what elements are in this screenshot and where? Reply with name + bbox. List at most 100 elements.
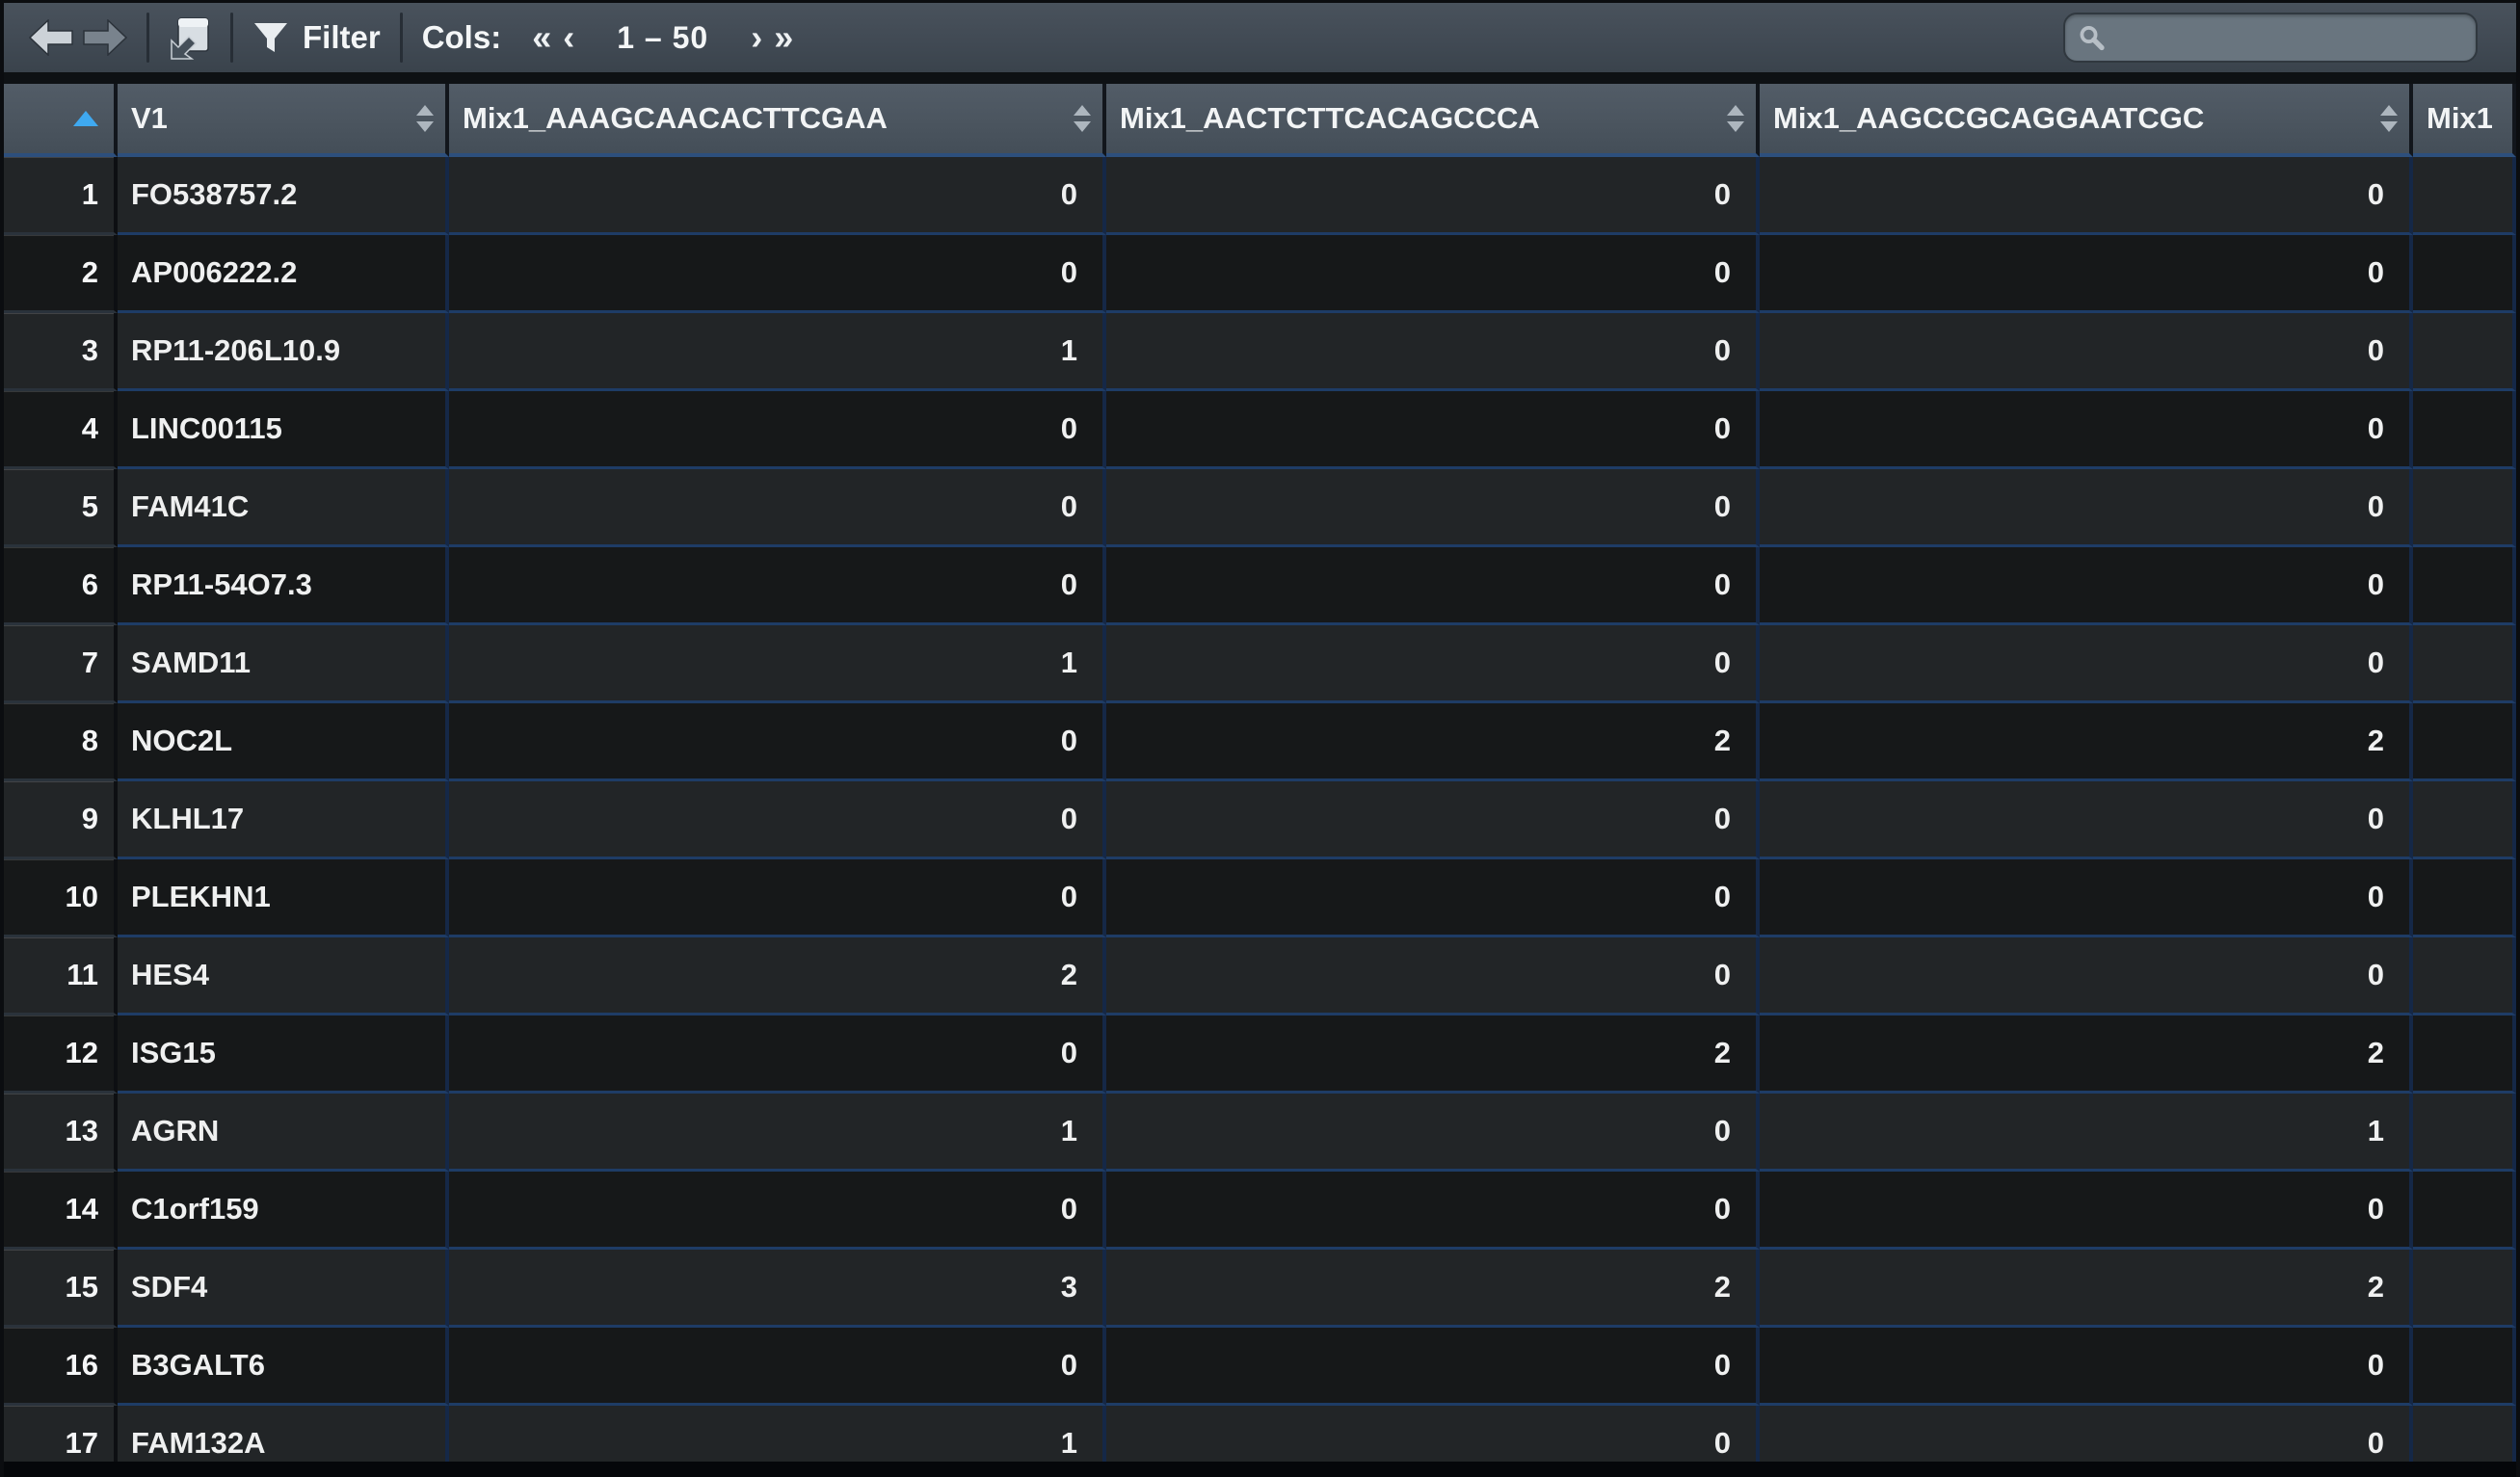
search-icon	[2080, 26, 2105, 51]
value-cell-truncated	[2413, 547, 2516, 625]
value-cell: 0	[1106, 469, 1760, 547]
gene-name-cell: PLEKHN1	[118, 859, 449, 937]
row-number: 10	[4, 859, 118, 937]
gene-name-cell: KLHL17	[118, 781, 449, 859]
toolbar-separator	[230, 13, 233, 63]
value-cell: 0	[1760, 235, 2413, 313]
filter-label: Filter	[303, 19, 381, 55]
column-pagination: Cols: « ‹ 1 – 50 › »	[422, 19, 800, 56]
gene-name-cell: ISG15	[118, 1015, 449, 1094]
value-cell-truncated	[2413, 625, 2516, 703]
value-cell: 0	[1106, 391, 1760, 469]
gene-name-cell: FO538757.2	[118, 157, 449, 235]
value-cell: 0	[1760, 859, 2413, 937]
header-v1[interactable]: V1	[118, 84, 449, 157]
back-button[interactable]	[29, 19, 73, 56]
table-row: 16 B3GALT6 0 0 0	[4, 1328, 2516, 1406]
gene-name-cell: AP006222.2	[118, 235, 449, 313]
gene-name-cell: C1orf159	[118, 1172, 449, 1250]
row-number: 8	[4, 703, 118, 781]
row-number: 12	[4, 1015, 118, 1094]
row-number: 13	[4, 1094, 118, 1172]
value-cell: 0	[1106, 1172, 1760, 1250]
value-cell-truncated	[2413, 859, 2516, 937]
header-mix1-col2[interactable]: Mix1_AACTCTTCACAGCCCA	[1106, 84, 1760, 157]
value-cell-truncated	[2413, 703, 2516, 781]
value-cell-truncated	[2413, 469, 2516, 547]
row-number: 16	[4, 1328, 118, 1406]
search-box	[2063, 13, 2478, 63]
value-cell: 0	[1106, 1094, 1760, 1172]
header-row-number[interactable]	[4, 84, 118, 157]
gene-name-cell: RP11-54O7.3	[118, 547, 449, 625]
row-number: 11	[4, 937, 118, 1015]
next-columns-button[interactable]: ›	[751, 17, 763, 57]
row-number: 6	[4, 547, 118, 625]
header-mix1-col3[interactable]: Mix1_AAGCCGCAGGAATCGC	[1760, 84, 2413, 157]
table-row: 12 ISG15 0 2 2	[4, 1015, 2516, 1094]
value-cell-truncated	[2413, 313, 2516, 391]
table-row: 14 C1orf159 0 0 0	[4, 1172, 2516, 1250]
value-cell: 0	[1106, 625, 1760, 703]
open-in-new-window-button[interactable]	[169, 15, 211, 60]
value-cell-truncated	[2413, 391, 2516, 469]
table-body: 1 FO538757.2 0 0 0 2 AP006222.2 0 0 0 3 RP11-206L10…	[4, 157, 2516, 1477]
popout-window-icon	[171, 17, 209, 60]
gene-name-cell: LINC00115	[118, 391, 449, 469]
header-mix1-col4-truncated[interactable]: Mix1	[2413, 84, 2516, 157]
value-cell-truncated	[2413, 235, 2516, 313]
sort-toggle-icon	[2380, 105, 2398, 132]
value-cell: 2	[1760, 703, 2413, 781]
value-cell: 0	[449, 781, 1106, 859]
value-cell: 2	[449, 937, 1106, 1015]
pane-bottom-edge	[4, 1462, 2516, 1477]
value-cell: 0	[1760, 157, 2413, 235]
gene-name-cell: RP11-206L10.9	[118, 313, 449, 391]
value-cell: 0	[449, 703, 1106, 781]
value-cell: 1	[449, 313, 1106, 391]
forward-button[interactable]	[83, 19, 127, 56]
table-row: 4 LINC00115 0 0 0	[4, 391, 2516, 469]
table-row: 5 FAM41C 0 0 0	[4, 469, 2516, 547]
value-cell-truncated	[2413, 1094, 2516, 1172]
value-cell-truncated	[2413, 781, 2516, 859]
table-row: 9 KLHL17 0 0 0	[4, 781, 2516, 859]
value-cell: 0	[1106, 157, 1760, 235]
gene-name-cell: SAMD11	[118, 625, 449, 703]
value-cell: 2	[1760, 1015, 2413, 1094]
value-cell: 0	[1760, 1172, 2413, 1250]
value-cell: 0	[449, 547, 1106, 625]
table-row: 15 SDF4 3 2 2	[4, 1250, 2516, 1328]
filter-button[interactable]: Filter	[252, 19, 381, 56]
gene-name-cell: FAM41C	[118, 469, 449, 547]
header-mix1-col1[interactable]: Mix1_AAAGCAACACTTCGAA	[449, 84, 1106, 157]
value-cell: 0	[449, 235, 1106, 313]
value-cell-truncated	[2413, 1328, 2516, 1406]
row-number: 2	[4, 235, 118, 313]
cols-label: Cols:	[421, 19, 502, 55]
search-input[interactable]	[2114, 22, 2462, 53]
previous-columns-button[interactable]: ‹	[563, 17, 575, 57]
toolbar-separator	[146, 13, 149, 63]
table-row: 10 PLEKHN1 0 0 0	[4, 859, 2516, 937]
row-number: 4	[4, 391, 118, 469]
value-cell-truncated	[2413, 937, 2516, 1015]
value-cell: 0	[1760, 1328, 2413, 1406]
value-cell: 0	[1760, 625, 2413, 703]
value-cell-truncated	[2413, 1015, 2516, 1094]
first-columns-button[interactable]: «	[532, 17, 552, 57]
table-row: 3 RP11-206L10.9 1 0 0	[4, 313, 2516, 391]
value-cell: 0	[1106, 235, 1760, 313]
row-number: 14	[4, 1172, 118, 1250]
value-cell: 2	[1106, 1250, 1760, 1328]
value-cell: 0	[1760, 469, 2413, 547]
sort-toggle-icon	[1727, 105, 1744, 132]
value-cell: 0	[1760, 781, 2413, 859]
toolbar: Filter Cols: « ‹ 1 – 50 › »	[4, 3, 2516, 72]
last-columns-button[interactable]: »	[774, 17, 794, 57]
value-cell: 0	[449, 1172, 1106, 1250]
value-cell: 0	[1760, 391, 2413, 469]
value-cell: 3	[449, 1250, 1106, 1328]
value-cell: 1	[449, 625, 1106, 703]
